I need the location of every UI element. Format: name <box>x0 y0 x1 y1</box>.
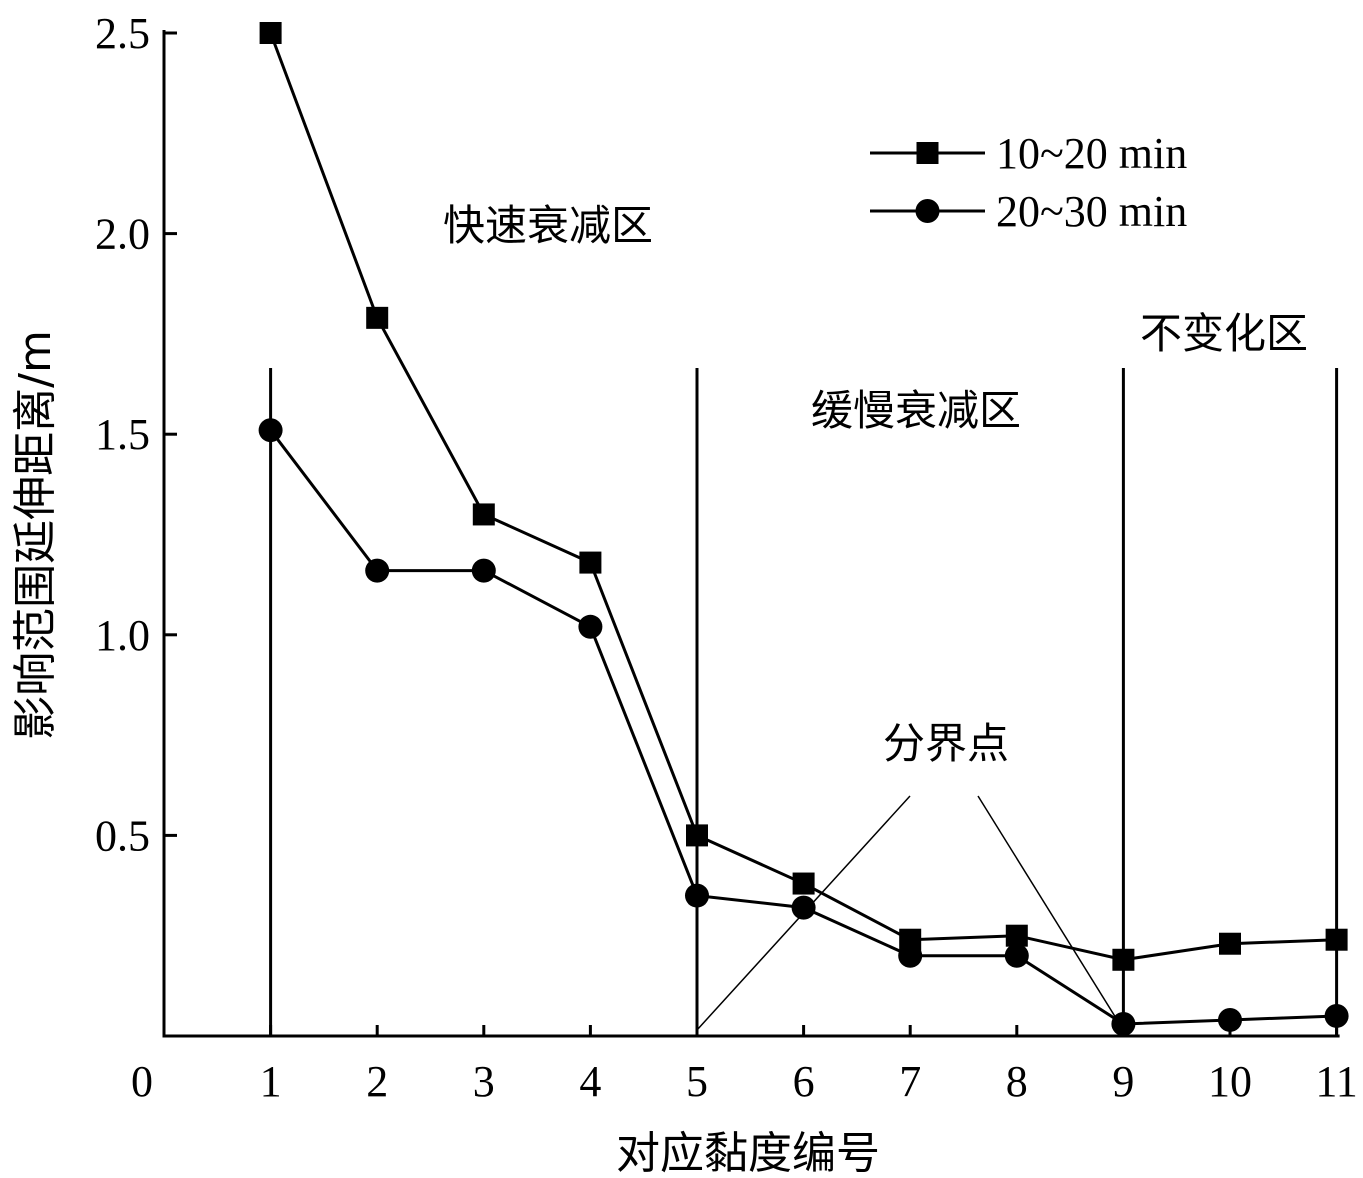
x-axis-title: 对应黏度编号 <box>616 1128 880 1178</box>
series-circle <box>258 418 1349 1036</box>
data-point-square <box>366 306 389 329</box>
annotation-label-boundary: 分界点 <box>883 719 1009 768</box>
x-tick-label: 3 <box>473 1057 495 1106</box>
series-line <box>269 429 1337 1026</box>
data-series <box>258 22 1349 1036</box>
data-point-square <box>1325 928 1348 951</box>
legend-label: 20~30 min <box>996 187 1187 236</box>
annotation-pointer-line <box>977 795 1125 1031</box>
region-dividers <box>269 368 1339 1036</box>
plot-area: 0 1 2 3 4 5 6 7 8 9 10 11 0.5 1.0 1.5 2.0 2.5 <box>95 9 1358 1106</box>
y-tick-label: 0.5 <box>95 811 150 860</box>
x-tick-label: 5 <box>686 1057 708 1106</box>
x-tick-label: 7 <box>899 1057 921 1106</box>
data-point-circle <box>898 943 923 968</box>
legend-label: 10~20 min <box>996 129 1187 178</box>
data-point-circle <box>791 895 816 920</box>
region-label-slow-decay: 缓慢衰减区 <box>811 386 1021 435</box>
x-tick-label: 8 <box>1006 1057 1028 1106</box>
x-tick-label: 2 <box>366 1057 388 1106</box>
data-point-circle <box>1004 943 1029 968</box>
y-axis-ticks: 0.5 1.0 1.5 2.0 2.5 <box>95 9 177 860</box>
x-tick-label: 11 <box>1315 1057 1357 1106</box>
region-label-no-change: 不变化区 <box>1140 309 1308 358</box>
region-label-fast-decay: 快速衰减区 <box>443 201 653 250</box>
annotation-pointers <box>696 795 1125 1031</box>
data-point-square <box>259 22 282 44</box>
axes <box>162 30 1340 1038</box>
y-tick-label: 1.5 <box>95 410 150 459</box>
legend-marker-circle <box>915 199 940 223</box>
y-tick-label: 2.0 <box>95 210 150 259</box>
legend-marker-square <box>916 142 939 164</box>
x-tick-label: 9 <box>1112 1057 1134 1106</box>
series-square <box>259 22 1348 971</box>
x-tick-label: 4 <box>579 1057 601 1106</box>
x-tick-label: 6 <box>793 1057 815 1106</box>
data-point-square <box>792 872 815 895</box>
y-tick-label: 2.5 <box>95 9 150 58</box>
data-point-square <box>1005 924 1028 947</box>
x-tick-label: 10 <box>1208 1057 1252 1106</box>
data-point-circle <box>258 418 283 443</box>
data-point-square <box>579 551 602 574</box>
data-point-circle <box>471 558 496 583</box>
data-point-square <box>1112 948 1135 971</box>
y-axis-title: 影响范围延伸距离/m <box>10 330 61 740</box>
y-tick-label: 1.0 <box>95 611 150 660</box>
data-point-circle <box>1111 1011 1136 1036</box>
legend: 10~20 min 20~30 min <box>870 129 1187 236</box>
data-point-circle <box>1218 1007 1242 1032</box>
x-tick-label: 1 <box>260 1057 282 1106</box>
data-point-square <box>1219 932 1241 955</box>
x-tick-label: 0 <box>131 1057 153 1106</box>
data-point-square <box>686 824 708 847</box>
data-point-circle <box>1324 1003 1349 1028</box>
data-point-square <box>472 503 495 526</box>
data-point-circle <box>578 614 603 639</box>
x-axis-ticks: 0 1 2 3 4 5 6 7 8 9 10 11 <box>131 1025 1358 1106</box>
data-point-circle <box>365 558 390 583</box>
data-point-circle <box>685 883 709 908</box>
